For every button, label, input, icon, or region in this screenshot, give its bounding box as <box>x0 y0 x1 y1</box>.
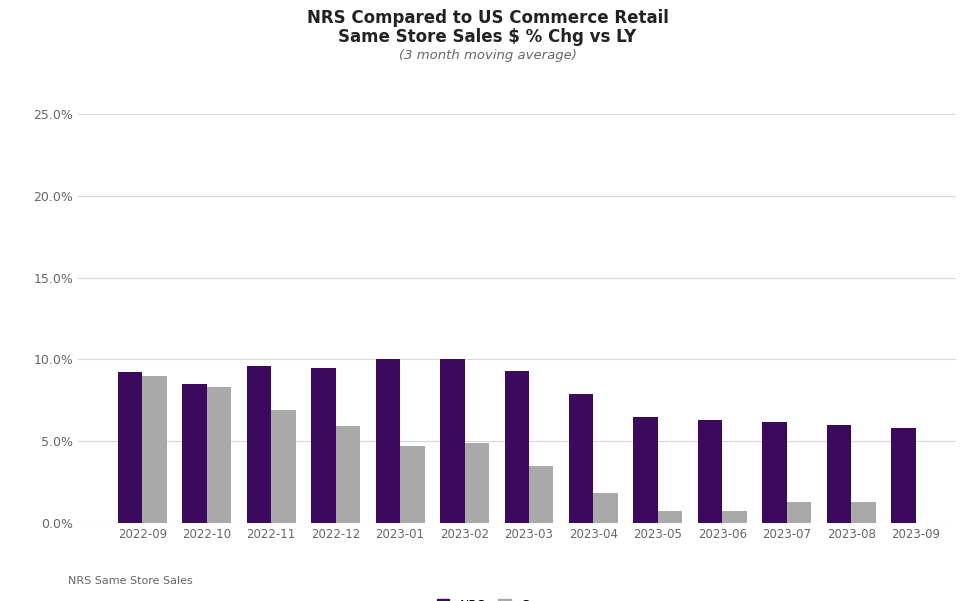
Bar <box>182 384 207 523</box>
Bar <box>118 373 142 523</box>
Text: Same Store Sales $ % Chg vs LY: Same Store Sales $ % Chg vs LY <box>338 28 637 46</box>
Text: NRS Same Store Sales: NRS Same Store Sales <box>68 576 193 586</box>
Bar <box>142 376 167 523</box>
Bar <box>271 410 295 523</box>
Bar <box>634 416 658 523</box>
Bar <box>594 493 618 523</box>
Bar <box>311 368 335 523</box>
Text: (3 month moving average): (3 month moving average) <box>399 49 576 63</box>
Bar <box>504 371 529 523</box>
Bar <box>207 387 231 523</box>
Bar <box>722 511 747 523</box>
Bar <box>787 502 811 523</box>
Bar <box>247 366 271 523</box>
Bar <box>569 394 594 523</box>
Bar <box>762 421 787 523</box>
Bar <box>400 446 424 523</box>
Bar <box>464 443 489 523</box>
Bar <box>529 466 554 523</box>
Bar <box>891 428 916 523</box>
Bar <box>658 511 682 523</box>
Bar <box>375 359 400 523</box>
Text: NRS Compared to US Commerce Retail: NRS Compared to US Commerce Retail <box>306 9 669 27</box>
Bar <box>851 502 876 523</box>
Bar <box>698 420 722 523</box>
Bar <box>335 427 360 523</box>
Bar <box>827 425 851 523</box>
Legend: NRS, Commerace: NRS, Commerace <box>437 599 597 601</box>
Bar <box>440 359 464 523</box>
